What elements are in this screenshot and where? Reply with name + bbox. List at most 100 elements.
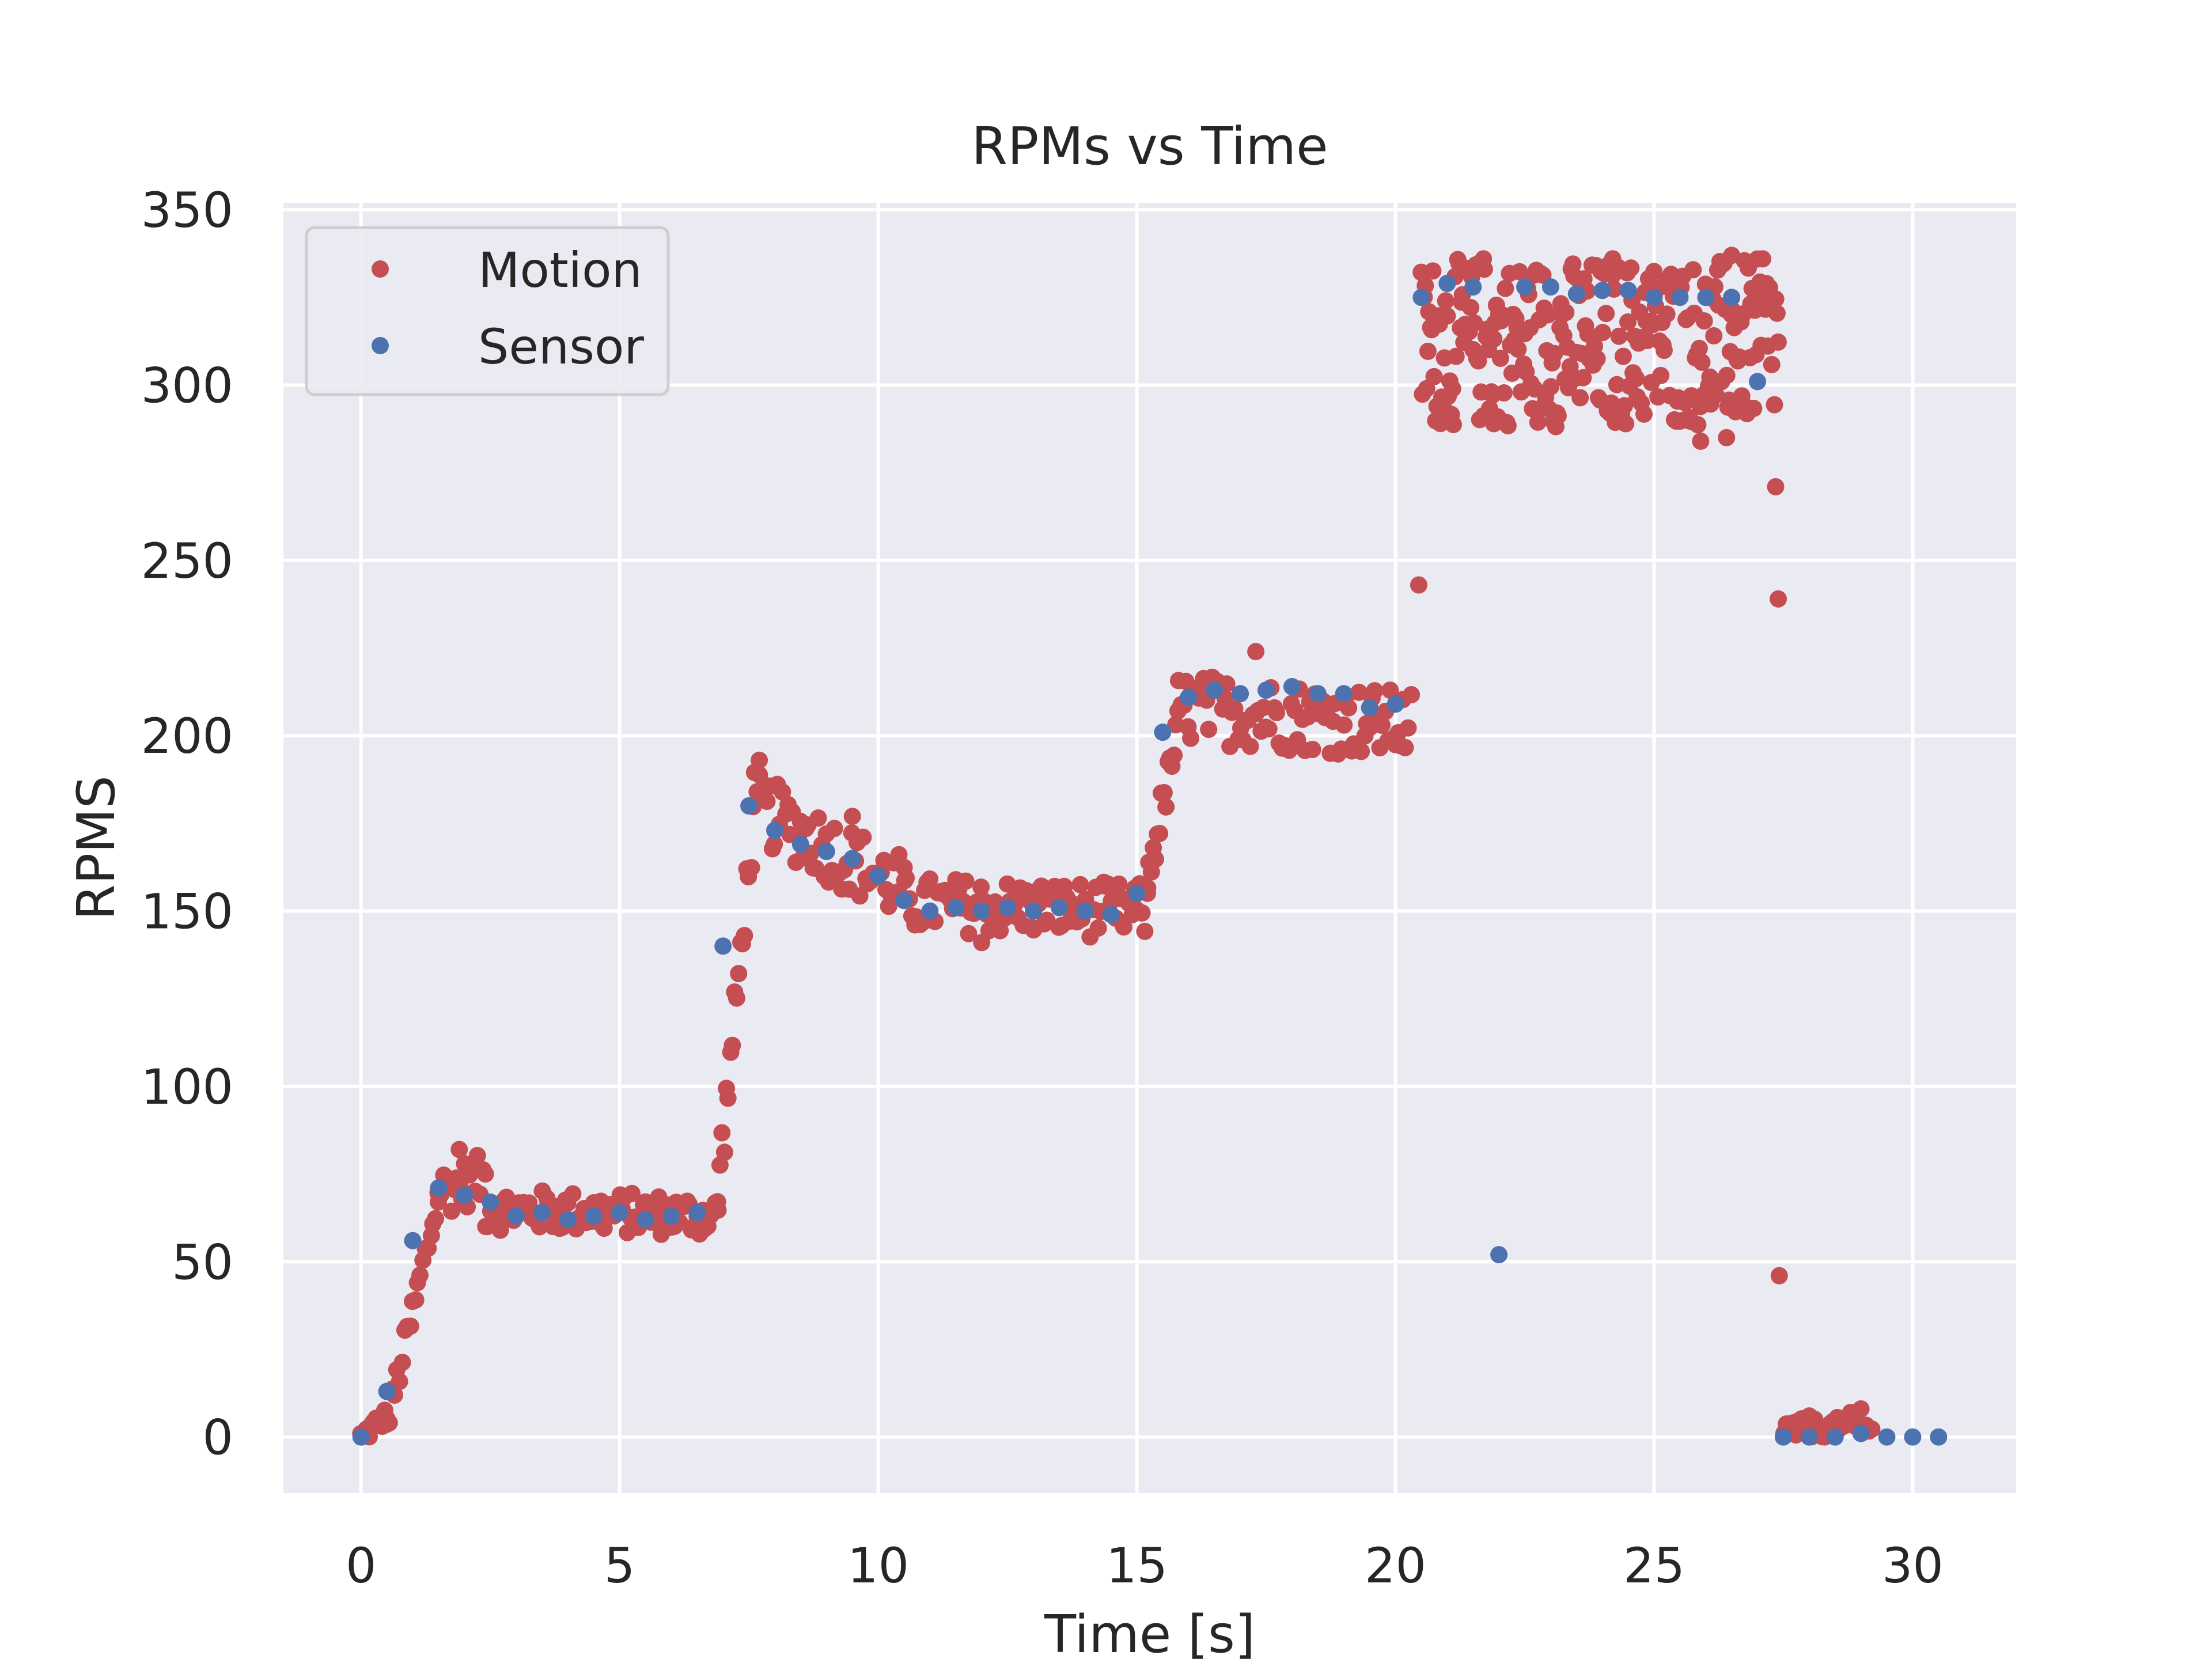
motion-point — [825, 820, 843, 838]
motion-point — [730, 965, 748, 983]
sensor-point — [585, 1207, 603, 1225]
motion-point — [1462, 299, 1480, 316]
motion-point — [1770, 590, 1787, 608]
motion-point — [1546, 344, 1563, 362]
sensor-point — [482, 1193, 499, 1211]
y-tick-label: 50 — [172, 1234, 233, 1290]
motion-point — [854, 828, 872, 846]
motion-point — [1763, 355, 1781, 373]
sensor-point — [1878, 1428, 1896, 1446]
motion-point — [897, 869, 915, 887]
motion-point — [973, 934, 991, 952]
motion-point — [1165, 747, 1183, 764]
motion-point — [1241, 737, 1259, 755]
motion-point — [751, 766, 768, 784]
motion-point — [1617, 415, 1635, 433]
sensor-point — [1257, 681, 1275, 699]
sensor-point — [1774, 1428, 1792, 1446]
motion-point — [1689, 416, 1707, 434]
x-tick-label: 15 — [1106, 1537, 1168, 1594]
sensor-point — [378, 1382, 396, 1400]
sensor-point — [1723, 289, 1741, 306]
motion-point — [1445, 416, 1462, 433]
sensor-point — [1826, 1428, 1844, 1446]
sensor-point — [1076, 902, 1094, 920]
motion-point — [1438, 307, 1456, 325]
sensor-point — [533, 1204, 551, 1221]
sensor-point — [1749, 373, 1766, 391]
motion-point — [1627, 370, 1645, 388]
motion-point — [1366, 682, 1384, 700]
motion-point — [1690, 339, 1708, 357]
motion-point — [960, 925, 978, 942]
y-tick-label: 0 — [203, 1410, 233, 1466]
motion-point — [623, 1184, 641, 1202]
motion-point — [1497, 279, 1514, 297]
motion-point — [1226, 700, 1244, 718]
legend-label-motion: Motion — [478, 242, 642, 298]
sensor-point — [1619, 282, 1637, 300]
motion-point — [1381, 681, 1399, 699]
motion-point — [1745, 400, 1763, 417]
motion-point — [391, 1373, 408, 1391]
motion-point — [1260, 720, 1278, 738]
motion-point — [1136, 922, 1154, 940]
motion-point — [1705, 327, 1723, 344]
motion-point — [1645, 263, 1663, 281]
sensor-point — [714, 937, 732, 955]
motion-point — [972, 878, 990, 896]
motion-point — [1071, 876, 1089, 893]
motion-point — [1425, 368, 1443, 385]
sensor-point — [1180, 688, 1198, 706]
motion-point — [728, 989, 745, 1007]
motion-point — [1146, 850, 1164, 868]
motion-point — [1200, 721, 1218, 738]
motion-point — [1769, 333, 1787, 351]
motion-point — [1768, 304, 1786, 322]
sensor-point — [791, 835, 809, 853]
x-tick-label: 20 — [1365, 1537, 1426, 1594]
motion-point — [709, 1193, 726, 1211]
sensor-point — [1464, 278, 1482, 296]
sensor-point — [817, 843, 835, 861]
motion-point — [715, 1143, 733, 1161]
motion-point — [411, 1266, 429, 1284]
motion-point — [1608, 376, 1626, 393]
motion-point — [1588, 350, 1606, 368]
motion-point — [713, 1124, 731, 1142]
motion-point — [1350, 683, 1368, 701]
motion-point — [1539, 306, 1557, 324]
sensor-point — [921, 902, 939, 920]
sensor-point — [1930, 1428, 1948, 1446]
motion-point — [1447, 347, 1465, 365]
sensor-point — [947, 899, 965, 916]
motion-point — [1619, 313, 1637, 331]
motion-point — [476, 1165, 494, 1183]
sensor-point — [766, 821, 783, 839]
sensor-point — [1490, 1246, 1508, 1264]
motion-point — [1373, 717, 1391, 734]
sensor-point — [1697, 289, 1715, 306]
x-tick-label: 30 — [1882, 1537, 1944, 1594]
y-axis-ticks: 0 50 100 150 200 250 300 350 — [141, 182, 233, 1465]
motion-point — [1089, 919, 1107, 937]
motion-point — [1157, 798, 1175, 816]
sensor-point — [1154, 724, 1172, 741]
motion-point — [1770, 1267, 1788, 1285]
motion-point — [1718, 429, 1736, 446]
legend-label-sensor: Sensor — [478, 319, 644, 375]
y-tick-label: 350 — [141, 182, 233, 238]
motion-point — [427, 1210, 445, 1228]
motion-point — [468, 1147, 486, 1164]
x-tick-label: 25 — [1623, 1537, 1685, 1594]
motion-point — [766, 835, 783, 853]
motion-point — [1610, 327, 1628, 345]
sensor-point — [1541, 278, 1559, 296]
sensor-point — [1050, 899, 1068, 916]
motion-point — [1635, 405, 1653, 423]
sensor-point — [1387, 695, 1404, 713]
motion-point — [957, 872, 975, 890]
motion-point — [1616, 397, 1633, 415]
motion-point — [1465, 314, 1483, 332]
